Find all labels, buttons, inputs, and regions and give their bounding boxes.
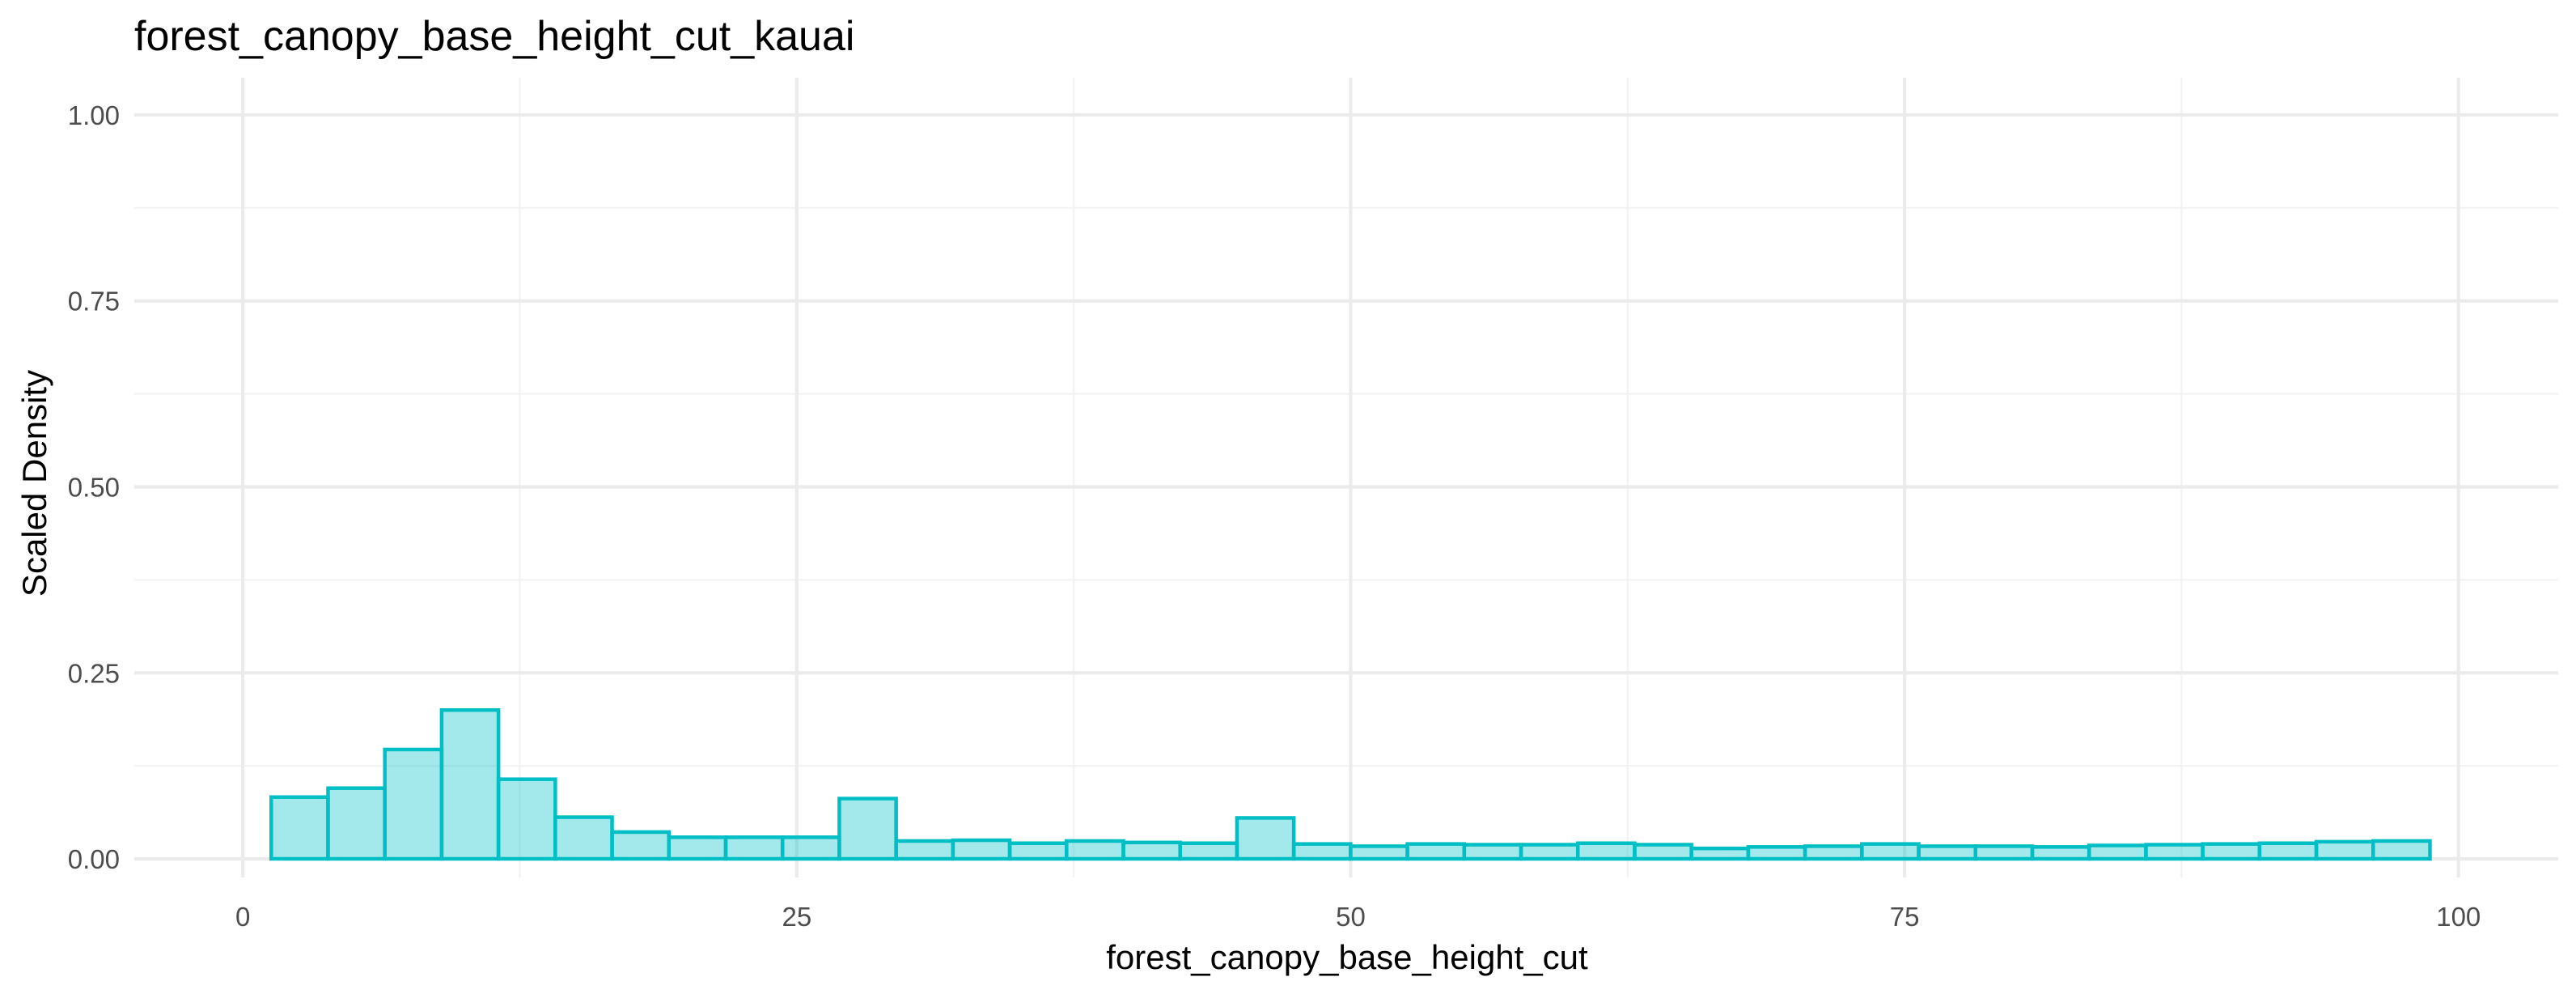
histogram-bar <box>1633 843 1693 861</box>
histogram-bar <box>837 796 898 861</box>
histogram-bar <box>2087 843 2148 861</box>
histogram-bar <box>439 707 501 861</box>
histogram-bar <box>610 830 672 861</box>
y-axis-title: Scaled Density <box>15 370 53 597</box>
histogram-bar <box>2257 841 2319 861</box>
histogram-bar <box>2314 839 2375 861</box>
histogram-bar <box>269 795 330 861</box>
histogram-bar <box>2371 839 2432 861</box>
histogram-bar <box>1178 841 1239 861</box>
histogram-bar <box>1462 843 1523 861</box>
histogram-bar <box>723 835 785 861</box>
chart-title: forest_canopy_base_height_cut_kauai <box>134 13 854 60</box>
histogram-bar <box>1121 840 1182 861</box>
x-tick-label: 50 <box>1336 902 1366 932</box>
y-axis-ticks: 0.00 0.25 0.50 0.75 1.00 <box>68 100 120 874</box>
x-tick-label: 75 <box>1890 902 1920 932</box>
histogram-bar <box>1575 841 1637 861</box>
y-tick-label: 1.00 <box>68 100 120 130</box>
histogram-bar <box>951 838 1012 861</box>
x-tick-label: 0 <box>235 902 250 932</box>
y-tick-label: 0.00 <box>68 844 120 874</box>
x-tick-label: 25 <box>782 902 811 932</box>
histogram-bar <box>2144 843 2205 861</box>
histogram-bar <box>1065 839 1125 861</box>
histogram-bar <box>2201 842 2262 861</box>
histogram-bar <box>496 777 557 861</box>
histogram-bar <box>667 835 728 861</box>
x-tick-label: 100 <box>2436 902 2481 932</box>
histogram-bar <box>894 839 955 861</box>
x-axis-title: forest_canopy_base_height_cut <box>1106 938 1588 976</box>
histogram-bar <box>780 835 841 861</box>
histogram-bar <box>383 747 444 861</box>
histogram-bar <box>1235 816 1296 861</box>
histogram-bar <box>1519 843 1580 861</box>
y-tick-label: 0.50 <box>68 472 120 502</box>
histogram-bar <box>553 815 614 861</box>
y-tick-label: 0.75 <box>68 287 120 316</box>
x-axis-ticks: 0 25 50 75 100 <box>235 902 2481 932</box>
histogram-bar <box>1291 842 1353 861</box>
histogram-bar <box>1803 844 1864 861</box>
histogram-bar <box>1405 842 1467 861</box>
histogram-bar <box>1689 846 1751 861</box>
histogram-bar <box>2030 845 2091 861</box>
histogram-bar <box>1007 841 1069 861</box>
histogram-bar <box>326 786 387 861</box>
histogram-bar <box>1973 844 2035 861</box>
histogram-bar <box>1860 842 1921 861</box>
y-tick-label: 0.25 <box>68 658 120 688</box>
histogram-bar <box>1349 844 1409 861</box>
histogram-bars <box>269 707 2432 861</box>
histogram-bar <box>1746 845 1807 861</box>
histogram-bar <box>1917 844 1978 861</box>
